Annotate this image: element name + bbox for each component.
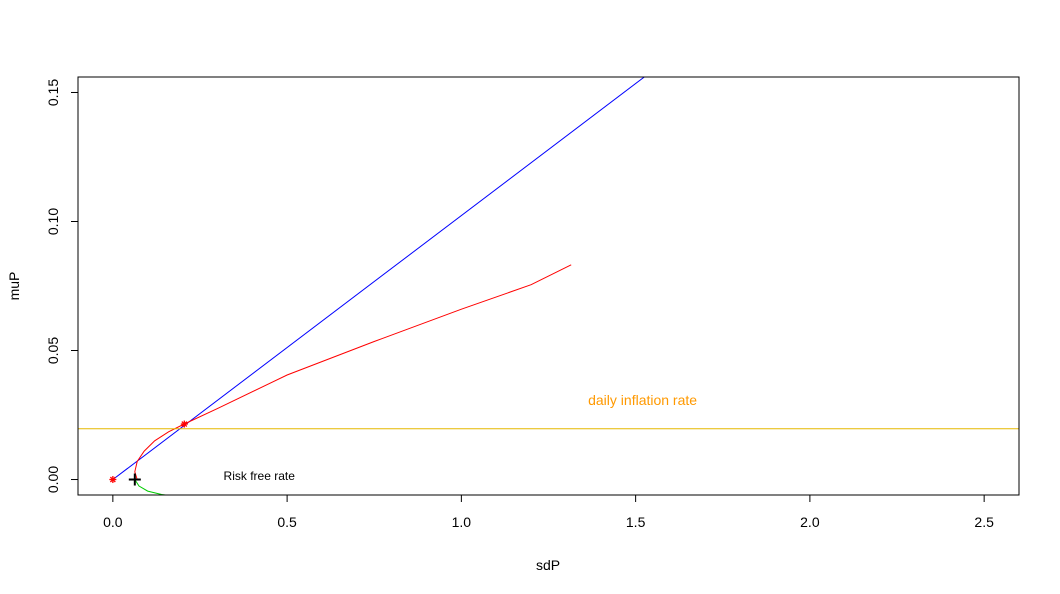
chart-marks [78, 77, 1019, 495]
star-marker-2 [180, 420, 188, 428]
plus-marker-3 [128, 473, 141, 486]
x-tick-label: 1.0 [452, 514, 472, 530]
x-tick-label: 0.5 [277, 514, 297, 530]
x-tick-label: 0.0 [103, 514, 123, 530]
x-tick-label: 1.5 [626, 514, 646, 530]
series-line-2 [134, 264, 572, 480]
x-tick-label: 2.0 [800, 514, 820, 530]
x-axis-label: sdP [536, 557, 560, 573]
star-marker-1 [109, 476, 117, 484]
x-tick-label: 2.5 [974, 514, 994, 530]
annotations: daily inflation rate Risk free rate [224, 392, 698, 483]
y-tick-label: 0.10 [45, 208, 61, 235]
y-tick-label: 0.05 [45, 337, 61, 364]
plot-frame [77, 76, 1020, 496]
risk-free-rate-label: Risk free rate [224, 469, 296, 483]
series-line-3 [134, 479, 170, 495]
y-tick-label: 0.15 [45, 79, 61, 106]
y-tick-label: 0.00 [45, 466, 61, 493]
inflation-rate-label: daily inflation rate [588, 392, 697, 408]
y-axis-label: muP [6, 272, 22, 301]
y-axis: 0.00 0.05 0.10 0.15 [45, 79, 79, 493]
x-axis: 0.0 0.5 1.0 1.5 2.0 2.5 [103, 494, 994, 530]
series-line-1 [112, 77, 645, 480]
